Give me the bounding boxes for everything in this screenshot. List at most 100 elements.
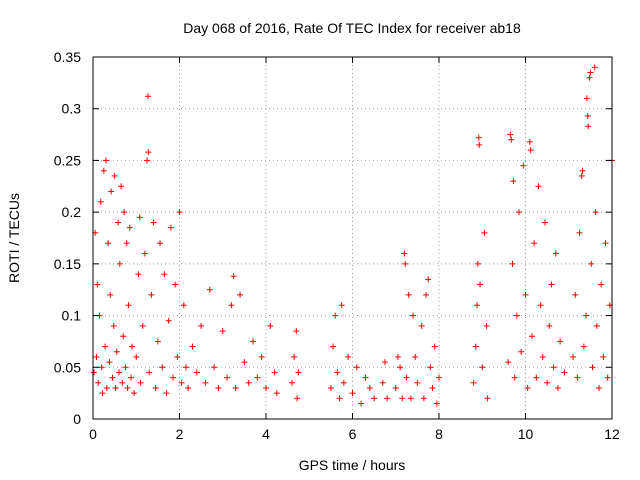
data-point xyxy=(401,250,408,257)
data-point xyxy=(294,395,301,402)
data-point xyxy=(99,390,106,397)
data-point xyxy=(431,343,438,350)
data-point xyxy=(131,390,138,397)
data-point xyxy=(586,74,593,81)
data-point xyxy=(425,276,432,283)
data-point xyxy=(589,364,596,371)
data-point xyxy=(118,183,125,190)
data-point xyxy=(180,302,187,309)
data-point xyxy=(509,260,516,267)
data-point xyxy=(507,131,514,138)
data-point xyxy=(472,343,479,350)
data-point xyxy=(145,149,152,156)
data-point xyxy=(135,271,142,278)
data-point xyxy=(189,343,196,350)
data-point xyxy=(178,379,185,386)
data-point xyxy=(97,198,104,205)
data-point xyxy=(123,240,130,247)
data-point xyxy=(362,374,369,381)
data-point xyxy=(539,353,546,360)
x-tick-label: 4 xyxy=(262,426,270,442)
data-point xyxy=(392,384,399,391)
data-point xyxy=(544,379,551,386)
data-point xyxy=(159,364,166,371)
data-point xyxy=(410,312,417,319)
data-point xyxy=(433,400,440,407)
data-point xyxy=(510,178,517,185)
data-point xyxy=(574,374,581,381)
data-point xyxy=(477,281,484,288)
chart-title: Day 068 of 2016, Rate Of TEC Index for r… xyxy=(183,20,521,36)
data-point xyxy=(379,379,386,386)
data-point xyxy=(291,353,298,360)
data-point xyxy=(146,369,153,376)
data-point xyxy=(484,395,491,402)
data-point xyxy=(602,240,609,247)
data-point xyxy=(163,390,170,397)
data-point xyxy=(107,291,114,298)
x-axis-label: GPS time / hours xyxy=(299,457,406,473)
data-point xyxy=(144,157,151,164)
data-point xyxy=(511,374,518,381)
data-point xyxy=(596,384,603,391)
data-point xyxy=(591,64,598,71)
data-point xyxy=(232,384,239,391)
data-point xyxy=(108,188,115,195)
data-point xyxy=(598,281,605,288)
data-point xyxy=(546,322,553,329)
data-point xyxy=(481,229,488,236)
data-point xyxy=(336,395,343,402)
data-point xyxy=(211,364,218,371)
data-point xyxy=(122,364,129,371)
data-point xyxy=(554,384,561,391)
data-point xyxy=(115,369,122,376)
data-point xyxy=(293,328,300,335)
data-point xyxy=(182,364,189,371)
data-point xyxy=(402,260,409,267)
data-point xyxy=(95,379,102,386)
data-point xyxy=(332,312,339,319)
data-point xyxy=(161,271,168,278)
ticks-layer: 0 2 4 6 8 10 12 0 0.05 0.1 0.15 0.2 0.25 0.3 0.35 xyxy=(54,49,620,442)
data-point xyxy=(561,369,568,376)
data-point xyxy=(245,379,252,386)
data-point xyxy=(94,281,101,288)
data-point xyxy=(150,219,157,226)
data-point xyxy=(128,343,135,350)
data-point xyxy=(141,250,148,257)
data-point xyxy=(371,395,378,402)
data-point xyxy=(167,224,174,231)
data-point xyxy=(119,379,126,386)
data-point xyxy=(588,260,595,267)
data-point xyxy=(403,374,410,381)
y-tick-label: 0.3 xyxy=(62,101,82,117)
data-point xyxy=(513,312,520,319)
data-point xyxy=(206,286,213,293)
data-point xyxy=(531,240,538,247)
data-point xyxy=(267,322,274,329)
data-point xyxy=(550,364,557,371)
data-point xyxy=(338,302,345,309)
data-point xyxy=(405,291,412,298)
data-point xyxy=(399,395,406,402)
data-point xyxy=(353,364,360,371)
x-tick-label: 12 xyxy=(604,426,620,442)
data-point xyxy=(522,291,529,298)
data-point xyxy=(165,317,172,324)
data-point xyxy=(604,374,611,381)
data-point xyxy=(470,379,477,386)
data-point xyxy=(110,322,117,329)
data-point xyxy=(474,302,481,309)
data-point xyxy=(176,209,183,216)
data-point xyxy=(579,167,586,174)
data-point xyxy=(105,240,112,247)
data-point xyxy=(102,343,109,350)
x-tick-label: 6 xyxy=(349,426,357,442)
data-point xyxy=(535,183,542,190)
data-point xyxy=(557,338,564,345)
data-point xyxy=(516,209,523,216)
y-tick-label: 0.35 xyxy=(54,49,81,65)
data-point xyxy=(429,384,436,391)
data-point xyxy=(258,353,265,360)
data-point xyxy=(198,322,205,329)
